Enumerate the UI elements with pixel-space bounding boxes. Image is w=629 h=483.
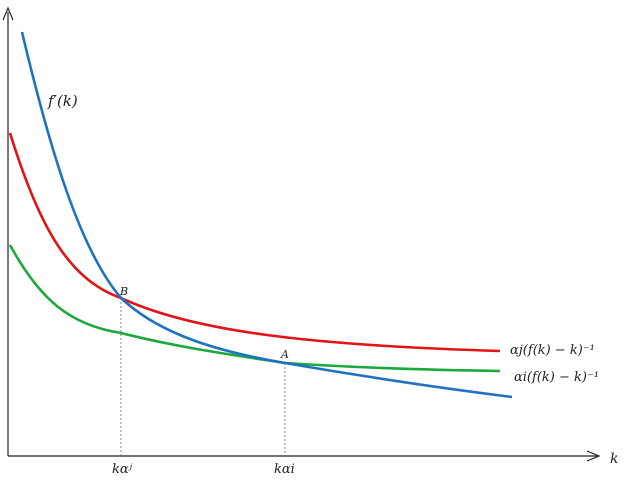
label-alpha-j: αj(f(k) − k)⁻¹ bbox=[510, 343, 595, 358]
tick-label-a: kαi bbox=[274, 462, 295, 477]
label-alpha-i: αi(f(k) − k)⁻¹ bbox=[514, 370, 599, 385]
x-axis-label: k bbox=[610, 451, 618, 467]
y-axis-arrow bbox=[2, 6, 14, 21]
point-a-label: A bbox=[280, 348, 289, 361]
label-f-prime: f′(k) bbox=[47, 92, 78, 110]
curve-alpha-i bbox=[8, 244, 501, 373]
tick-label-b: kαʲ bbox=[112, 462, 133, 477]
point-b-label: B bbox=[119, 285, 128, 298]
curve-f-prime bbox=[20, 31, 513, 399]
x-axis-arrow bbox=[586, 450, 601, 462]
curve-alpha-j bbox=[8, 132, 501, 353]
